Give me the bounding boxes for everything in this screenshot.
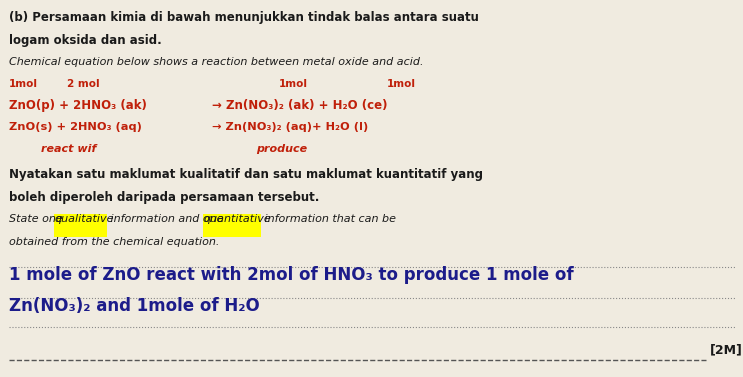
Text: → Zn(NO₃)₂ (aq)+ H₂O (l): → Zn(NO₃)₂ (aq)+ H₂O (l) (212, 122, 368, 132)
Text: 1mol: 1mol (386, 79, 415, 89)
Bar (54, 215, 108, 237)
Text: quantitative: quantitative (203, 215, 270, 224)
Text: qualitative: qualitative (54, 215, 114, 224)
Bar (203, 215, 261, 237)
Text: → Zn(NO₃)₂ (ak) + H₂O (ce): → Zn(NO₃)₂ (ak) + H₂O (ce) (212, 99, 387, 112)
Text: 1mol: 1mol (279, 79, 308, 89)
Text: [2M]: [2M] (710, 343, 742, 356)
Text: 1mol: 1mol (9, 79, 38, 89)
Text: 1 mole of ZnO react with 2mol of HNO₃ to produce 1 mole of: 1 mole of ZnO react with 2mol of HNO₃ to… (9, 266, 574, 284)
Text: State one: State one (9, 215, 66, 224)
Text: ZnO(s) + 2HNO₃ (aq): ZnO(s) + 2HNO₃ (aq) (9, 122, 142, 132)
Text: react wif: react wif (41, 144, 97, 154)
Text: Chemical equation below shows a reaction between metal oxide and acid.: Chemical equation below shows a reaction… (9, 57, 424, 67)
Text: information and one: information and one (108, 215, 227, 224)
Text: obtained from the chemical equation.: obtained from the chemical equation. (9, 238, 219, 247)
Text: boleh diperoleh daripada persamaan tersebut.: boleh diperoleh daripada persamaan terse… (9, 191, 319, 204)
Text: 2 mol: 2 mol (67, 79, 100, 89)
Text: logam oksida dan asid.: logam oksida dan asid. (9, 34, 162, 48)
Text: (b) Persamaan kimia di bawah menunjukkan tindak balas antara suatu: (b) Persamaan kimia di bawah menunjukkan… (9, 11, 478, 24)
Text: information that can be: information that can be (261, 215, 395, 224)
Text: ZnO(p) + 2HNO₃ (ak): ZnO(p) + 2HNO₃ (ak) (9, 99, 147, 112)
Text: Nyatakan satu maklumat kualitatif dan satu maklumat kuantitatif yang: Nyatakan satu maklumat kualitatif dan sa… (9, 168, 483, 181)
Text: produce: produce (256, 144, 308, 154)
Text: Zn(NO₃)₂ and 1mole of H₂O: Zn(NO₃)₂ and 1mole of H₂O (9, 297, 259, 315)
